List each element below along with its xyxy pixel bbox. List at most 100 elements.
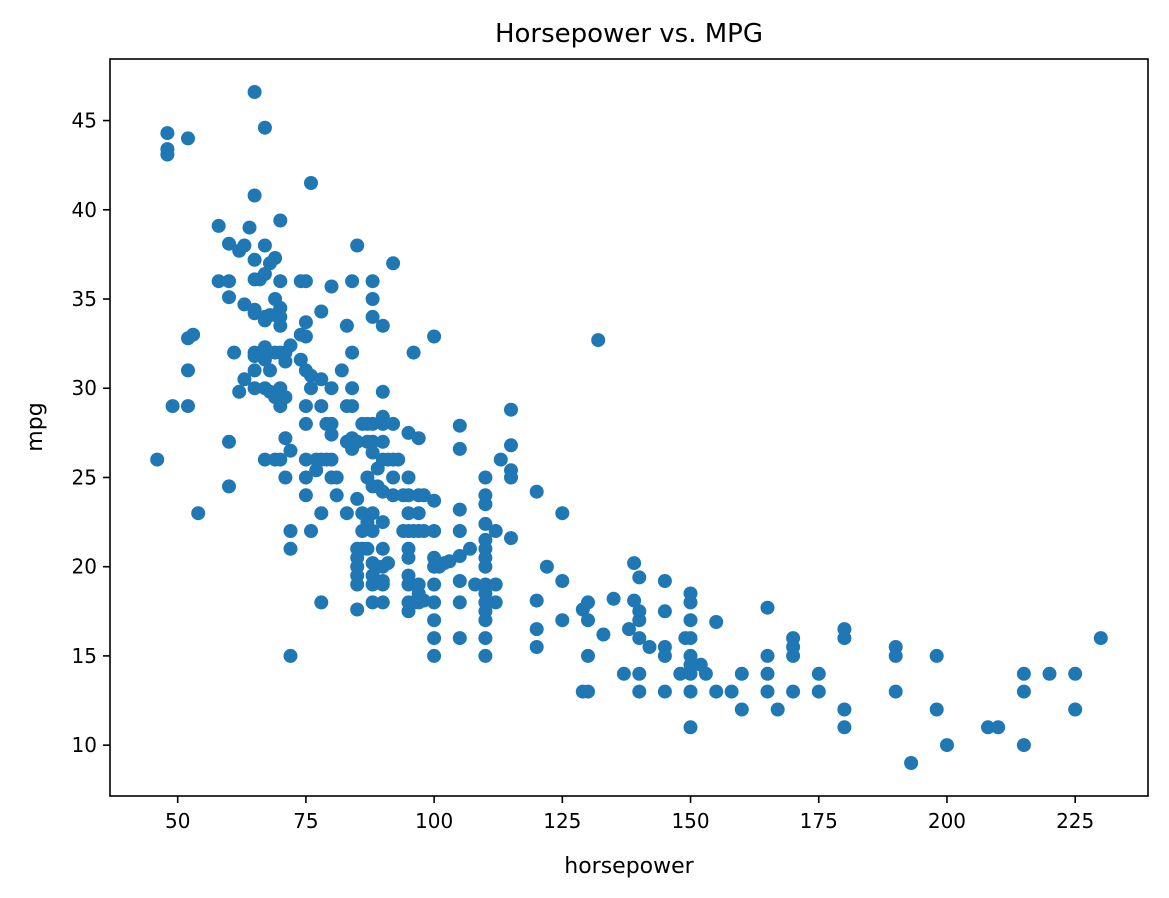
x-tick-label: 200 [928,809,966,833]
data-point [416,524,431,538]
data-point [1068,666,1083,681]
data-point [760,666,775,681]
data-point [314,595,329,610]
data-point [293,352,308,367]
data-point [268,251,283,265]
data-point [283,524,298,538]
data-point [427,648,442,663]
data-point [298,329,313,344]
chart-title: Horsepower vs. MPG [495,19,763,49]
data-point [478,516,493,531]
data-point [314,372,329,387]
data-point [222,434,236,449]
data-point [1042,666,1057,681]
x-tick-label: 150 [671,809,709,833]
data-point [411,431,426,446]
data-point [478,559,493,574]
data-point [222,479,236,494]
data-point [247,188,262,203]
data-point [427,595,442,610]
data-point [191,506,206,521]
data-point [365,445,380,460]
data-point [247,381,262,396]
data-point [339,318,354,333]
data-point [504,470,518,485]
data-point [150,452,165,467]
data-point [811,684,826,699]
data-point [488,577,503,592]
x-tick-label: 125 [543,809,581,833]
data-point [160,126,175,141]
data-point [504,438,518,453]
y-tick-label: 30 [72,376,97,400]
data-point [581,595,595,610]
data-point [555,613,570,628]
data-point [375,384,390,399]
data-point [350,434,365,449]
data-point [283,648,298,663]
data-point [904,756,919,770]
y-tick-label: 15 [72,644,97,668]
data-point [488,595,503,610]
data-point [329,470,344,485]
data-point [375,541,390,556]
data-point [632,684,647,699]
data-point [304,524,318,538]
data-point [632,570,647,585]
data-point [468,577,483,592]
data-point [375,434,390,449]
data-point [452,549,467,563]
data-point [657,684,672,699]
data-point [211,218,226,233]
data-point [657,574,672,588]
data-point [811,666,826,681]
data-point [401,577,416,592]
data-point [257,352,272,367]
data-point [278,470,293,485]
data-point [1068,702,1083,717]
data-point [386,470,401,485]
data-point [304,176,318,190]
data-point [329,488,344,503]
data-point [698,666,713,681]
data-point [478,648,493,663]
data-point [709,684,724,699]
data-point [237,372,252,387]
x-tick-label: 175 [800,809,838,833]
data-point [375,416,390,431]
data-point [478,631,493,646]
data-point [375,577,390,592]
data-point [350,602,365,617]
data-point [247,85,262,99]
data-point [657,604,672,619]
data-point [488,524,503,538]
data-point [350,491,365,506]
data-point [186,327,201,342]
plot-frame [109,58,1149,797]
data-point [181,399,195,414]
data-point [709,615,724,629]
data-point [263,363,277,378]
data-point [529,640,544,654]
data-point [673,666,688,681]
data-point [786,648,801,663]
data-point [452,441,467,456]
data-point [365,434,380,449]
data-point [401,488,416,503]
data-point [375,515,390,530]
x-axis-ticks: 50 75 100 125 150 175 200 225 [165,796,1094,833]
data-point [314,506,329,521]
data-point [683,720,698,735]
data-point [929,702,944,717]
data-point [257,267,272,281]
data-point [627,556,642,571]
data-point [888,684,903,699]
data-point [452,502,467,517]
data-point [642,640,657,654]
data-point [529,484,544,499]
data-point [837,631,852,646]
data-point [298,315,313,330]
data-point [222,290,236,305]
data-point [324,416,339,431]
data-point [222,236,236,251]
